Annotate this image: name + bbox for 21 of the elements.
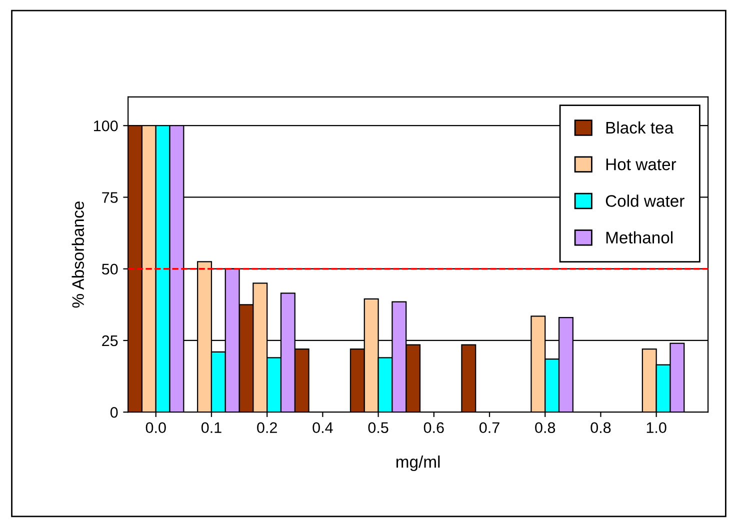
legend-label: Methanol — [606, 231, 672, 244]
y-tick-label: 25 — [102, 335, 118, 346]
y-axis-title: % Absorbance — [72, 202, 84, 308]
y-tick-label: 0 — [110, 406, 118, 418]
y-tick-label: 50 — [102, 264, 118, 275]
x-tick-label: 0.8 — [535, 422, 556, 434]
y-tick-label: 75 — [102, 192, 118, 203]
legend-label: Hot water — [606, 158, 676, 170]
x-tick-label: 0.4 — [312, 422, 333, 434]
x-tick-label: 0.7 — [479, 422, 500, 434]
x-tick-label: 0.6 — [424, 422, 444, 434]
y-tick-label: 100 — [94, 120, 118, 132]
x-tick-label: 0.5 — [368, 422, 388, 434]
legend-label: Black tea — [606, 121, 674, 134]
x-tick-label: 1.0 — [646, 422, 666, 434]
legend-label: Cold water — [606, 194, 684, 207]
x-axis-title: mg/ml — [396, 456, 440, 472]
x-tick-label: 0.0 — [146, 422, 166, 434]
x-tick-label: 0.2 — [257, 422, 277, 434]
x-tick-label: 0.1 — [201, 422, 222, 434]
x-tick-label: 0.8 — [590, 422, 611, 434]
